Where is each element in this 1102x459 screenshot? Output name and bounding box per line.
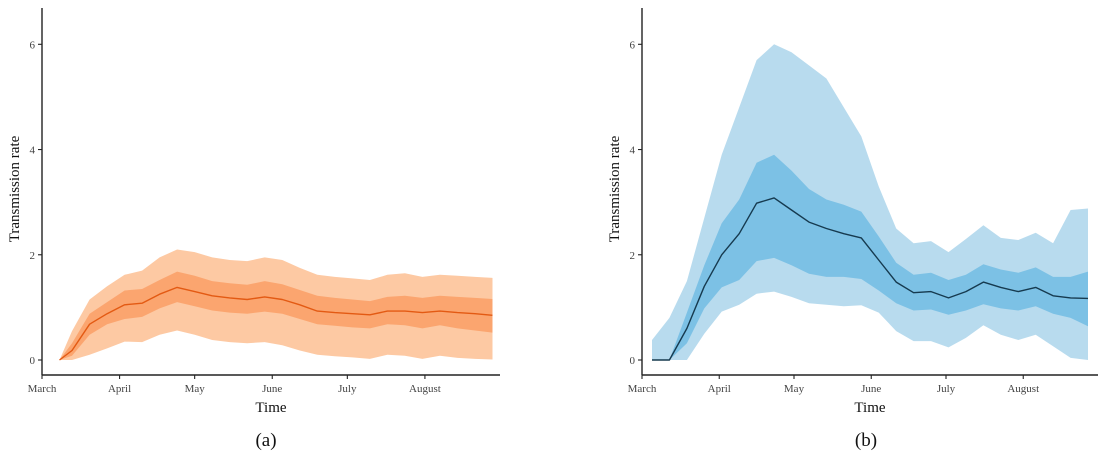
inner-interval-band: [652, 154, 1088, 360]
y-tick-label: 4: [30, 145, 36, 157]
inner-interval-band: [59, 271, 493, 360]
x-tick-label: May: [784, 383, 805, 395]
x-tick-label: July: [338, 383, 357, 395]
x-tick-label: April: [108, 383, 131, 395]
outer-interval-band: [652, 44, 1088, 361]
x-axis-title: Time: [255, 400, 286, 416]
x-tick-label: May: [185, 383, 206, 395]
y-tick-label: 4: [630, 145, 636, 157]
x-tick-label: March: [28, 383, 57, 395]
x-tick-label: March: [628, 383, 657, 395]
x-tick-label: July: [937, 383, 956, 395]
y-axis-title: Transmission rate: [607, 135, 623, 242]
x-tick-label: June: [861, 383, 881, 395]
y-tick-label: 0: [30, 355, 36, 367]
x-tick-label: August: [1007, 383, 1039, 395]
panel-caption: (a): [255, 430, 276, 451]
y-axis-title: Transmission rate: [7, 135, 23, 242]
y-tick-label: 6: [30, 39, 36, 51]
x-tick-label: April: [708, 383, 731, 395]
y-tick-label: 2: [630, 250, 636, 262]
panel-caption: (b): [855, 430, 877, 451]
median-line: [652, 197, 1089, 361]
median-line: [59, 286, 493, 361]
panel-b: 0 2 4 6 March April May June July August Time Trans…: [607, 8, 1098, 451]
y-tick-label: 0: [630, 355, 636, 367]
y-tick-label: 6: [630, 39, 636, 51]
x-tick-label: June: [262, 383, 282, 395]
x-tick-label: August: [409, 383, 441, 395]
panel-a: 0 2 4 6 March April May June July August Time Trans…: [7, 8, 500, 451]
y-tick-label: 2: [30, 250, 36, 262]
x-axis-title: Time: [854, 400, 885, 416]
